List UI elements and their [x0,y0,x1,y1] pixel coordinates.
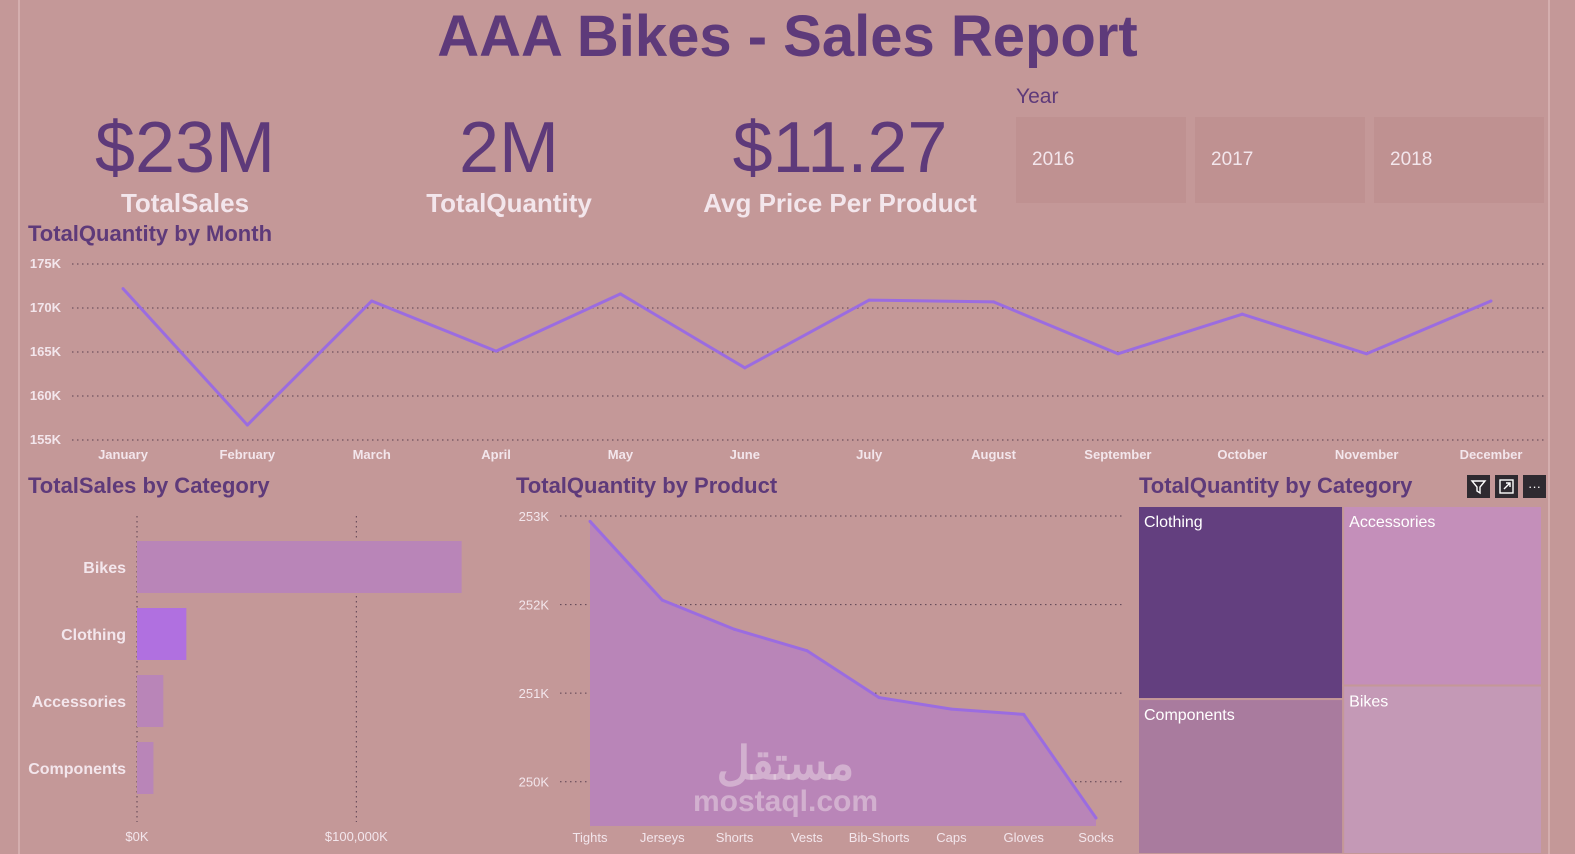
x-tick-label: Bib-Shorts [849,830,910,845]
x-tick-label: October [1217,447,1267,462]
report-title: AAA Bikes - Sales Report [437,4,1138,69]
category-label: Clothing [61,627,126,644]
x-tick-label: $0K [125,829,148,844]
y-tick-label: 251K [519,686,550,701]
x-tick-label: August [971,447,1016,462]
kpi-label: TotalQuantity [426,188,592,218]
data-point [121,287,125,291]
focus-mode-icon[interactable] [1495,475,1518,498]
x-tick-label: Jerseys [640,830,685,845]
treemap-tile-label: Accessories [1349,514,1435,531]
category-label: Components [28,761,126,778]
x-tick-label: Shorts [716,830,754,845]
watermark-arabic: مستقل [716,737,855,789]
x-tick-label: Socks [1078,830,1114,845]
year-slicer-title: Year [1016,85,1059,108]
kpi-avg-price[interactable]: $11.27 Avg Price Per Product [680,108,1000,218]
kpi-total-quantity[interactable]: 2M TotalQuantity [359,108,659,218]
category-label: Accessories [32,694,126,711]
x-tick-label: Caps [936,830,967,845]
sales-category-chart-title: TotalSales by Category [28,473,270,498]
data-point [733,627,737,631]
treemap-tile-label: Bikes [1349,694,1388,711]
data-point [1116,352,1120,356]
data-point [877,696,881,700]
x-tick-label: March [353,447,391,462]
kpi-value: $23M [94,108,276,188]
data-point [743,366,747,370]
year-option-2016[interactable]: 2016 [1016,117,1186,203]
x-tick-label: Vests [791,830,823,845]
filter-icon-glyph [1470,480,1487,495]
x-tick-label: May [608,447,634,462]
kpi-value: 2M [458,108,560,188]
left-edge-divider [18,0,20,854]
month-chart-title: TotalQuantity by Month [28,221,273,246]
data-point [949,707,953,711]
data-point [1489,299,1493,303]
treemap-tile [1342,684,1543,854]
watermark: مستقل mostaql.com [688,737,883,818]
treemap-tile [1137,698,1345,854]
right-edge-divider [1548,0,1550,854]
y-tick-label: 160K [30,388,62,403]
bar [137,608,187,660]
quantity-category-chart-title: TotalQuantity by Category [1139,473,1413,498]
y-tick-label: 155K [30,432,62,447]
data-point [1094,816,1098,820]
data-point [660,598,664,602]
product-chart-title: TotalQuantity by Product [516,473,778,498]
data-point [370,299,374,303]
x-tick-label: April [481,447,511,462]
y-tick-label: 252K [519,598,550,613]
filter-icon[interactable] [1467,475,1490,498]
data-point [1365,352,1369,356]
x-tick-label: June [730,447,760,462]
more-options-icon[interactable]: ··· [1523,475,1546,498]
x-tick-label: July [856,447,883,462]
kpi-label: TotalSales [120,188,250,218]
x-tick-label: September [1084,447,1151,462]
data-point [245,423,249,427]
y-tick-label: 250K [519,775,550,790]
bar [137,541,462,593]
kpi-total-sales[interactable]: $23M TotalSales [35,108,335,218]
treemap-tile-label: Clothing [1144,514,1203,531]
treemap-tile [1342,505,1543,687]
treemap-tile [1137,505,1345,701]
x-tick-label: Gloves [1003,830,1044,845]
treemap-tile-label: Components [1144,707,1235,724]
y-tick-label: 253K [519,509,550,524]
x-tick-label: December [1460,447,1523,462]
x-tick-label: February [220,447,276,462]
year-option-2018[interactable]: 2018 [1374,117,1544,203]
focus-mode-icon-glyph [1499,479,1514,494]
data-point [867,298,871,302]
data-point [588,519,592,523]
category-label: Bikes [83,560,126,577]
bar [137,742,154,794]
bar [137,675,164,727]
data-point [805,649,809,653]
kpi-value: $11.27 [732,108,948,188]
data-point [1022,712,1026,716]
x-tick-label: Tights [573,830,608,845]
data-point [1240,312,1244,316]
data-point [618,292,622,296]
y-tick-label: 170K [30,300,62,315]
x-tick-label: January [98,447,149,462]
kpi-label: Avg Price Per Product [703,188,977,218]
series-line [121,287,1492,427]
year-option-2017[interactable]: 2017 [1195,117,1365,203]
y-tick-label: 175K [30,256,62,271]
y-tick-label: 165K [30,344,62,359]
x-tick-label: $100,000K [325,829,388,844]
x-tick-label: November [1335,447,1399,462]
data-point [494,349,498,353]
watermark-latin: mostaql.com [692,785,879,818]
data-point [992,300,996,304]
